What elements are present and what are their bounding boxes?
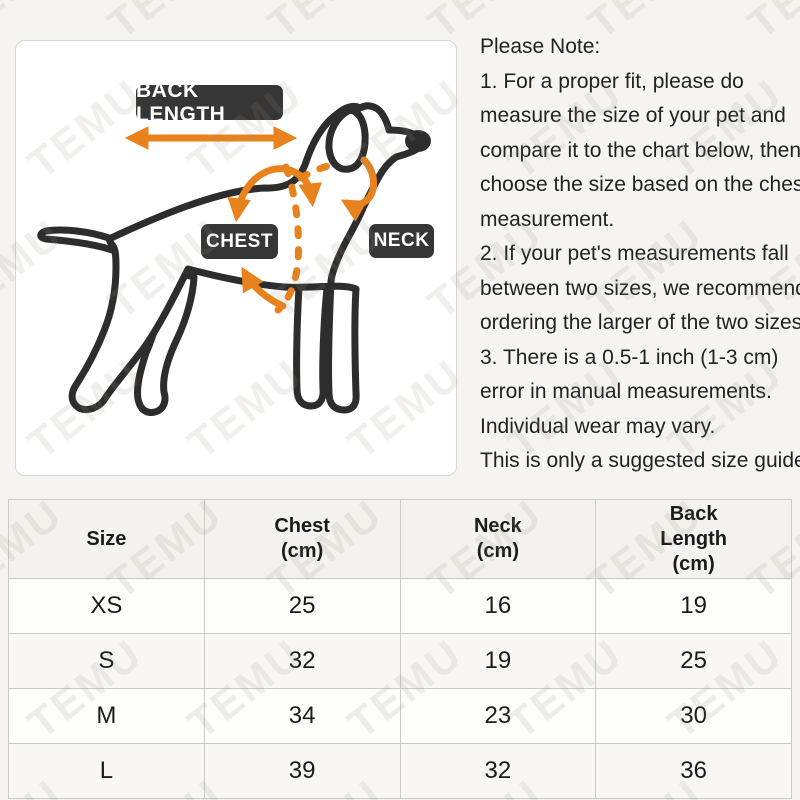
dog-far-front-leg xyxy=(293,269,332,410)
note-line: compare it to the chart below, then xyxy=(480,138,800,162)
header-neck: Neck (cm) xyxy=(399,499,597,579)
note-line: 3. There is a 0.5-1 inch (1-3 cm) xyxy=(480,345,779,369)
note-line: This is only a suggested size guide. xyxy=(480,449,800,472)
table-row-s: S 32 19 25 xyxy=(8,633,792,689)
cell-neck: 19 xyxy=(399,633,597,689)
table-row-m: M 34 23 30 xyxy=(8,688,792,744)
chest-label: CHEST xyxy=(201,224,278,259)
cell-neck: 32 xyxy=(399,743,597,799)
cell-back-length: 19 xyxy=(595,578,792,634)
size-table: Size Chest (cm) Neck (cm) Back Length (c… xyxy=(8,499,792,799)
chest-arc-bottom-arrow xyxy=(241,266,287,310)
cell-chest: 32 xyxy=(203,633,401,689)
cell-neck: 16 xyxy=(399,578,597,634)
note-line: error in manual measurements. xyxy=(480,380,772,403)
note-title: Please Note: xyxy=(480,35,601,58)
dog-ear xyxy=(325,106,369,173)
table-row-l: L 39 32 36 xyxy=(8,743,792,799)
cell-chest: 25 xyxy=(203,578,401,634)
note-line: measurement. xyxy=(480,207,615,231)
note-line: 2. If your pet's measurements fall xyxy=(480,242,789,265)
note-line: choose the size based on the chest xyxy=(480,173,800,196)
table-header-row: Size Chest (cm) Neck (cm) Back Length (c… xyxy=(8,499,792,579)
header-back-length: Back Length (cm) xyxy=(595,499,792,579)
note-line: measure the size of your pet and xyxy=(480,104,786,127)
back-length-label: BACK LENGTH xyxy=(136,79,283,126)
dog-far-hind-leg xyxy=(134,267,198,416)
cell-size: S xyxy=(8,633,205,689)
header-size: Size xyxy=(8,499,205,579)
cell-back-length: 36 xyxy=(595,743,792,799)
cell-neck: 23 xyxy=(399,688,597,744)
neck-dashed-line xyxy=(297,160,341,182)
neck-arrow xyxy=(340,156,378,222)
dog-measurement-diagram: BACK LENGTH CHEST NECK xyxy=(15,40,457,476)
cell-size: XS xyxy=(8,578,205,634)
note-line: between two sizes, we recommend xyxy=(480,276,800,300)
note-line: Individual wear may vary. xyxy=(480,414,716,438)
note-line: ordering the larger of the two sizes. xyxy=(480,311,800,334)
dog-tail xyxy=(37,226,119,255)
dog-nose xyxy=(405,130,431,152)
table-row-xs: XS 25 16 19 xyxy=(8,578,792,634)
cell-size: L xyxy=(8,743,205,799)
note-section: Please Note: 1. For a proper fit, please… xyxy=(480,30,800,479)
cell-size: M xyxy=(8,688,205,744)
cell-chest: 34 xyxy=(203,688,401,744)
note-line: 1. For a proper fit, please do xyxy=(480,69,744,93)
cell-back-length: 30 xyxy=(595,688,792,744)
cell-chest: 39 xyxy=(203,743,401,799)
neck-label: NECK xyxy=(369,224,434,258)
header-chest: Chest (cm) xyxy=(203,499,401,579)
cell-back-length: 25 xyxy=(595,633,792,689)
